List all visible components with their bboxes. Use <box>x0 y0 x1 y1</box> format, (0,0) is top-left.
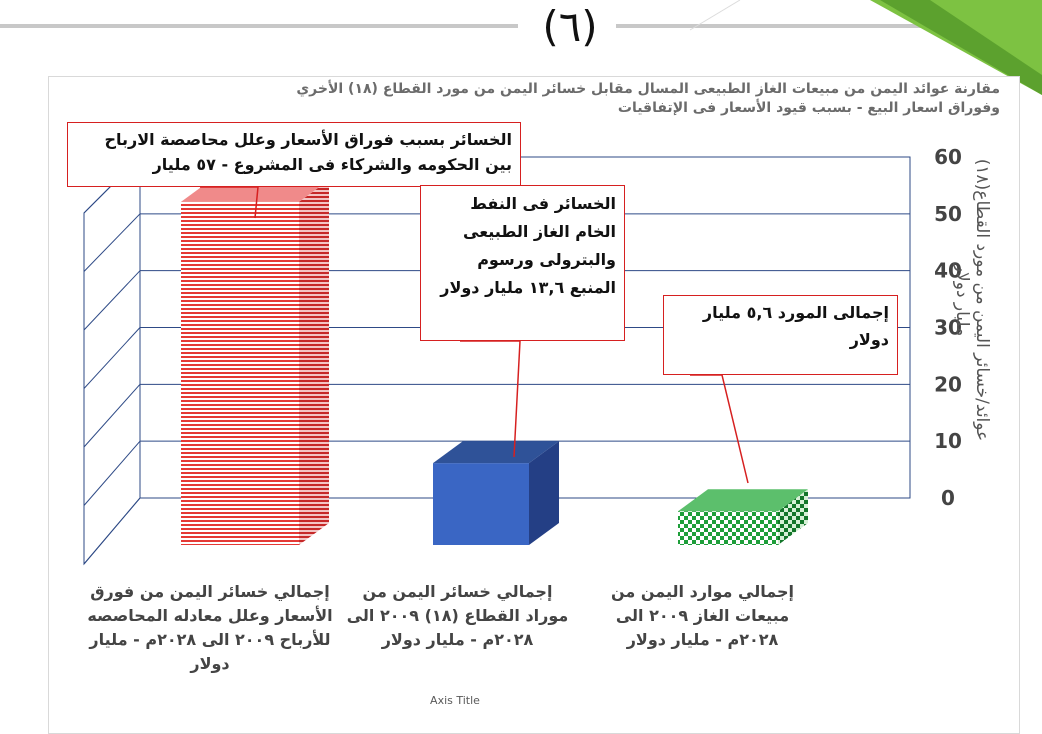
bar-front-face <box>181 201 299 546</box>
category-label-3: إجمالي موارد اليمن من مبيعات الغاز ٢٠٠٩ … <box>611 582 794 649</box>
callout-pointer <box>460 340 521 458</box>
bars <box>181 179 808 546</box>
callout-pointers <box>200 186 749 484</box>
side-gridline <box>83 440 141 506</box>
bar <box>678 489 808 545</box>
header-rule-right <box>616 24 1042 28</box>
bar-top-face <box>433 441 559 464</box>
category-label-2: إجمالي خسائر اليمن من موراد القطاع (١٨) … <box>346 582 569 649</box>
y-tick-label: 50 <box>934 202 962 226</box>
bar-front-face <box>678 511 778 545</box>
side-gridline <box>83 384 141 448</box>
bar-side-face <box>529 441 559 545</box>
callout-pointer <box>690 374 749 484</box>
category-label-1: إجمالي خسائر اليمن من فورق الأسعار وعلل … <box>87 582 333 673</box>
side-gridline <box>83 270 141 331</box>
callout-gas-revenue: إجمالى المورد ٥,٦ مليار دولار <box>663 295 898 375</box>
y-tick-label: 60 <box>934 145 962 169</box>
y-tick-label: 0 <box>941 486 955 510</box>
chart-title: مقارنة عوائد اليمن من مبيعات الغاز الطبي… <box>296 81 1000 116</box>
side-wall <box>83 155 141 566</box>
y-tick-label: 30 <box>934 316 962 340</box>
bar-side-face <box>778 489 808 545</box>
bar-side-face <box>299 179 329 546</box>
bar <box>433 441 559 545</box>
y-tick-label: 20 <box>934 372 962 396</box>
bar-front-face <box>433 463 529 545</box>
bar-top-face <box>678 489 808 512</box>
callout-profit-sharing-loss: الخسائر بسبب فوراق الأسعار وعلل محاصصة ا… <box>67 122 521 187</box>
y-axis-title: عوائد/خسائر اليمن من مورد القطاع(١٨) ملي… <box>952 158 992 442</box>
x-axis-title: Axis Title <box>430 694 480 707</box>
header-rule-left <box>0 24 518 28</box>
side-gridline <box>83 213 141 272</box>
y-tick-label: 10 <box>934 429 962 453</box>
y-tick-label: 40 <box>934 259 962 283</box>
callout-pointer <box>200 186 259 219</box>
bar <box>181 179 329 546</box>
side-gridline <box>83 327 141 389</box>
page-number: (٦) <box>542 2 598 51</box>
callout-sector-18-loss: الخسائر فى النفط الخام الغاز الطبيعى وال… <box>420 185 625 341</box>
y-tick-labels: 0 10 20 30 40 50 60 <box>934 145 962 510</box>
side-gridline <box>83 497 141 565</box>
